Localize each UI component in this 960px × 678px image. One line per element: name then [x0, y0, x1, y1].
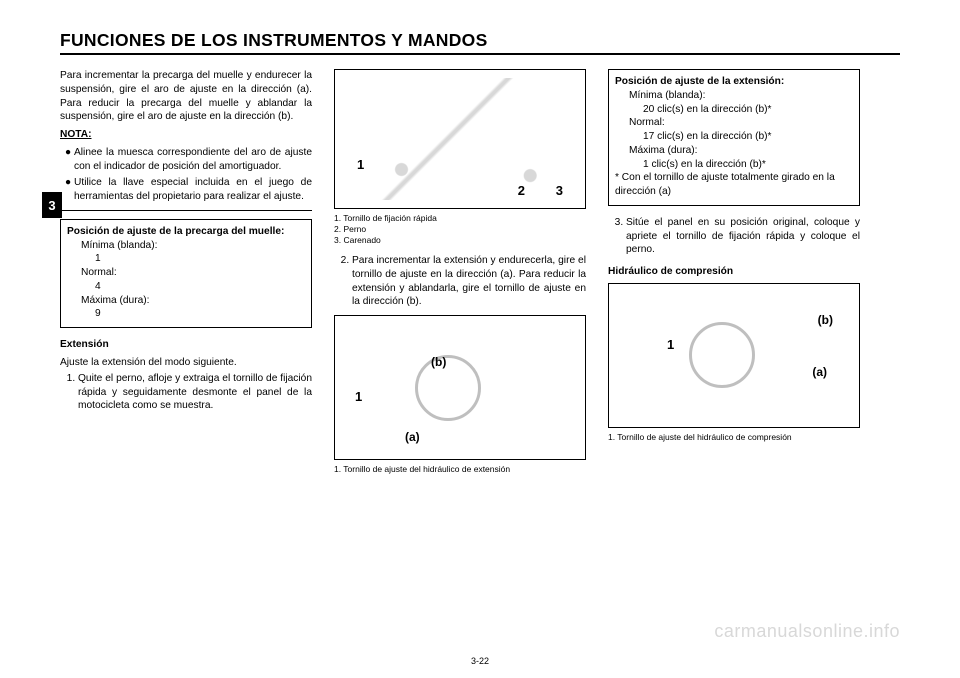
figure-caption: 1. Tornillo de ajuste del hidráulico de …	[608, 432, 860, 443]
manual-page: 3 FUNCIONES DE LOS INSTRUMENTOS Y MANDOS…	[0, 0, 960, 678]
box-row-label: Mínima (blanda):	[67, 239, 305, 253]
box-title: Posición de ajuste de la extensión:	[615, 75, 853, 89]
box-row-value: 1 clic(s) en la dirección (b)*	[615, 158, 853, 172]
extension-intro: Ajuste la extensión del modo siguiente.	[60, 356, 312, 370]
extension-steps: Quite el perno, afloje y extraiga el tor…	[60, 372, 312, 413]
figure-marker: (a)	[405, 429, 420, 445]
content-columns: Para incrementar la precarga del muelle …	[60, 69, 900, 483]
box-footnote: * Con el tornillo de ajuste totalmente g…	[615, 171, 853, 199]
box-title: Posición de ajuste de la precarga del mu…	[67, 225, 305, 239]
preload-box: Posición de ajuste de la precarga del mu…	[60, 219, 312, 328]
figure-compression-adjust: 1 (a) (b)	[608, 283, 860, 428]
figure-caption-list: 1. Tornillo de fijación rápida 2. Perno …	[334, 213, 586, 246]
extension-box: Posición de ajuste de la extensión: Míni…	[608, 69, 860, 206]
figure-marker: 2	[518, 182, 525, 200]
figure-caption-list: 1. Tornillo de ajuste del hidráulico de …	[334, 464, 586, 475]
figure-caption: 1. Tornillo de ajuste del hidráulico de …	[334, 464, 586, 475]
figure-caption: 3. Carenado	[334, 235, 586, 246]
col1-intro: Para incrementar la precarga del muelle …	[60, 69, 312, 124]
figure-caption: 2. Perno	[334, 224, 586, 235]
page-number: 3-22	[0, 656, 960, 666]
box-row-value: 17 clic(s) en la dirección (b)*	[615, 130, 853, 144]
figure-marker: 1	[667, 336, 674, 354]
watermark: carmanualsonline.info	[714, 621, 900, 642]
extension-steps-end: Sitúe el panel en su posición original, …	[608, 216, 860, 257]
section-number: 3	[48, 198, 55, 213]
box-row-value: 20 clic(s) en la dirección (b)*	[615, 103, 853, 117]
extension-heading: Extensión	[60, 338, 312, 352]
nota-item: Alinee la muesca correspondiente del aro…	[74, 146, 312, 174]
compression-heading: Hidráulico de compresión	[608, 265, 860, 279]
box-row-value: 9	[67, 307, 305, 321]
figure-caption: 1. Tornillo de fijación rápida	[334, 213, 586, 224]
extension-step-2: Para incrementar la extensión y endurece…	[352, 254, 586, 309]
box-row-value: 4	[67, 280, 305, 294]
box-row-label: Mínima (blanda):	[615, 89, 853, 103]
column-2: 1 2 3 1. Tornillo de fijación rápida 2. …	[334, 69, 586, 483]
extension-steps-cont: Para incrementar la extensión y endurece…	[334, 254, 586, 309]
page-title: FUNCIONES DE LOS INSTRUMENTOS Y MANDOS	[60, 30, 488, 50]
column-3: Posición de ajuste de la extensión: Míni…	[608, 69, 860, 483]
box-row-value: 1	[67, 252, 305, 266]
figure-marker: 1	[357, 156, 364, 174]
figure-panel-removal: 1 2 3	[334, 69, 586, 209]
figure-marker: (b)	[431, 354, 446, 370]
figure-marker: (b)	[818, 312, 833, 328]
page-header: FUNCIONES DE LOS INSTRUMENTOS Y MANDOS	[60, 30, 900, 55]
nota-list: Alinee la muesca correspondiente del aro…	[60, 146, 312, 204]
extension-step-1: Quite el perno, afloje y extraiga el tor…	[78, 372, 312, 413]
section-tab: 3	[42, 192, 62, 218]
box-row-label: Normal:	[615, 116, 853, 130]
figure-extension-adjust: 1 (a) (b)	[334, 315, 586, 460]
figure-caption-list: 1. Tornillo de ajuste del hidráulico de …	[608, 432, 860, 443]
box-row-label: Máxima (dura):	[615, 144, 853, 158]
box-row-label: Máxima (dura):	[67, 294, 305, 308]
figure-marker: (a)	[812, 364, 827, 380]
figure-marker: 3	[556, 182, 563, 200]
column-1: Para incrementar la precarga del muelle …	[60, 69, 312, 483]
figure-marker: 1	[355, 388, 362, 406]
box-row-label: Normal:	[67, 266, 305, 280]
nota-label: NOTA:	[60, 128, 312, 142]
nota-end-rule	[60, 210, 312, 211]
extension-step-3: Sitúe el panel en su posición original, …	[626, 216, 860, 257]
nota-item: Utilice la llave especial incluida en el…	[74, 176, 312, 204]
